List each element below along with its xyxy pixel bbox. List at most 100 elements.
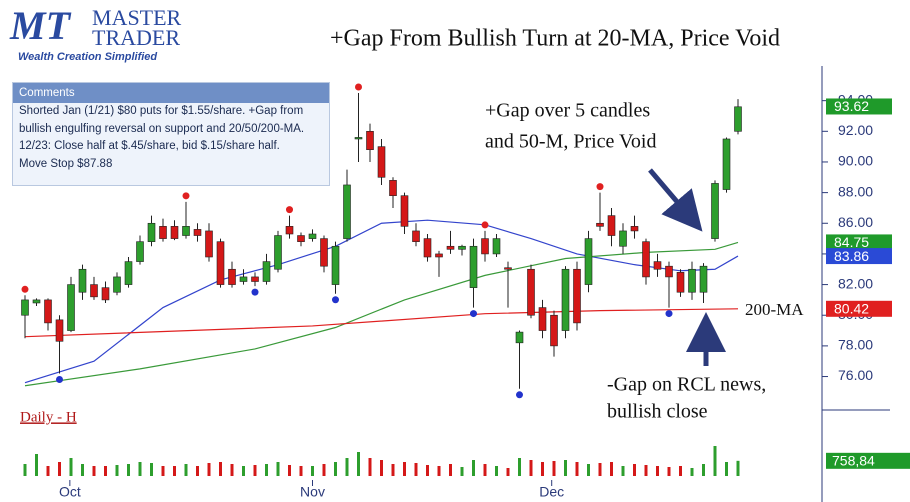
volume-tag-label: 758,84 (832, 453, 875, 469)
annotation: +Gap over 5 candles (485, 100, 650, 122)
candle-body (21, 299, 29, 316)
logo-tagline: Wealth Creation Simplified (18, 51, 157, 63)
pivot-low (251, 288, 259, 296)
volume-bar (610, 462, 613, 476)
candle-body (561, 268, 570, 331)
candle-body (377, 146, 386, 178)
candle-body (67, 284, 75, 331)
candle-body (711, 183, 719, 239)
volume-bar (230, 464, 234, 476)
moving-average (24, 219, 739, 384)
volume-bar (587, 464, 590, 476)
price-tag-label: 84.75 (834, 234, 869, 250)
volume-bar (483, 464, 487, 476)
volume-bar (322, 464, 326, 476)
candle-body (642, 241, 650, 278)
volume-bar (69, 458, 73, 476)
candle-body (366, 131, 374, 151)
volume-bar (184, 464, 188, 476)
volume-bar (449, 464, 452, 476)
candle-body (205, 230, 213, 258)
volume-bar (138, 462, 142, 476)
volume-bar (276, 462, 280, 476)
pivot-high (21, 285, 29, 293)
candle-body (389, 180, 397, 196)
volume-bar (541, 462, 544, 476)
price-tag-label: 93.62 (834, 98, 869, 114)
volume-bar (656, 466, 659, 476)
y-tick-label: 86.00 (838, 214, 873, 230)
x-tick-label: Oct (59, 484, 81, 500)
candle-body (400, 195, 409, 227)
volume-bar (598, 463, 602, 476)
volume-bar (334, 462, 337, 476)
volume-bar (207, 463, 211, 476)
candle-body (619, 230, 627, 247)
annotation: 200-MA (745, 300, 804, 319)
volume-bar (667, 467, 671, 476)
candle-body (170, 226, 179, 239)
candle-body (699, 265, 708, 293)
y-tick-label: 90.00 (838, 153, 873, 169)
volume-bar (391, 464, 395, 476)
candle-body (354, 137, 363, 140)
volume-bar (495, 466, 498, 476)
candle-body (32, 299, 41, 304)
y-tick-label: 78.00 (838, 337, 873, 353)
candle-body (492, 238, 501, 255)
logo-brand: MASTER (92, 5, 182, 30)
pivot-low (665, 310, 673, 318)
volume-bar (380, 460, 383, 476)
pivot-high (286, 206, 293, 214)
volume-bar (506, 468, 510, 476)
comment-line: Shorted Jan (1/21) $80 puts for $1.55/sh… (19, 105, 304, 117)
volume-bar (368, 458, 372, 476)
y-tick-label: 92.00 (838, 122, 873, 138)
period-label: Daily - H (20, 409, 77, 425)
candle-body (239, 276, 248, 282)
candle-body (446, 245, 455, 250)
candle-body (630, 226, 639, 232)
volume-bar (104, 466, 107, 476)
candle-body (274, 235, 282, 270)
volume-bar (736, 460, 740, 476)
volume-bar (518, 458, 521, 476)
candle-body (113, 276, 121, 293)
pivot-low (516, 391, 523, 399)
candle-body (147, 222, 156, 242)
candle-body (676, 272, 685, 293)
volume-bar (460, 467, 464, 476)
candle-body (308, 233, 317, 239)
volume-bar (173, 466, 176, 476)
candle-body (159, 226, 167, 239)
comments-box: Comments Shorted Jan (1/21) $80 puts for… (12, 82, 330, 186)
volume-bar (81, 464, 84, 476)
volume-bar (161, 466, 165, 476)
annotation: and 50-M, Price Void (485, 131, 656, 153)
pivot-high (596, 183, 604, 191)
chart-title: +Gap From Bullish Turn at 20-MA, Price V… (330, 26, 780, 52)
volume-tag (826, 452, 910, 469)
pivot-high (355, 83, 362, 91)
candle-body (193, 229, 202, 236)
candle-body (331, 245, 340, 285)
candle-body (584, 238, 593, 285)
candle-body (688, 268, 696, 293)
candle-body (653, 261, 662, 270)
volume-bar (92, 466, 96, 476)
comment-line: Move Stop $87.88 (19, 157, 113, 170)
volume-bar (196, 466, 199, 476)
volume-bar (58, 462, 61, 476)
candle-body (228, 268, 236, 285)
pivot-low (332, 296, 339, 304)
candle-body (90, 284, 98, 298)
y-tick-label: 82.00 (838, 275, 873, 291)
candle-body (101, 287, 110, 301)
pivot-low (470, 310, 477, 318)
volume-bar (219, 462, 222, 476)
logo-brand: TRADER (92, 25, 180, 50)
volume-bar (242, 466, 245, 476)
volume-bar (552, 461, 556, 476)
price-tag (826, 234, 892, 251)
pivot-high (182, 192, 190, 200)
